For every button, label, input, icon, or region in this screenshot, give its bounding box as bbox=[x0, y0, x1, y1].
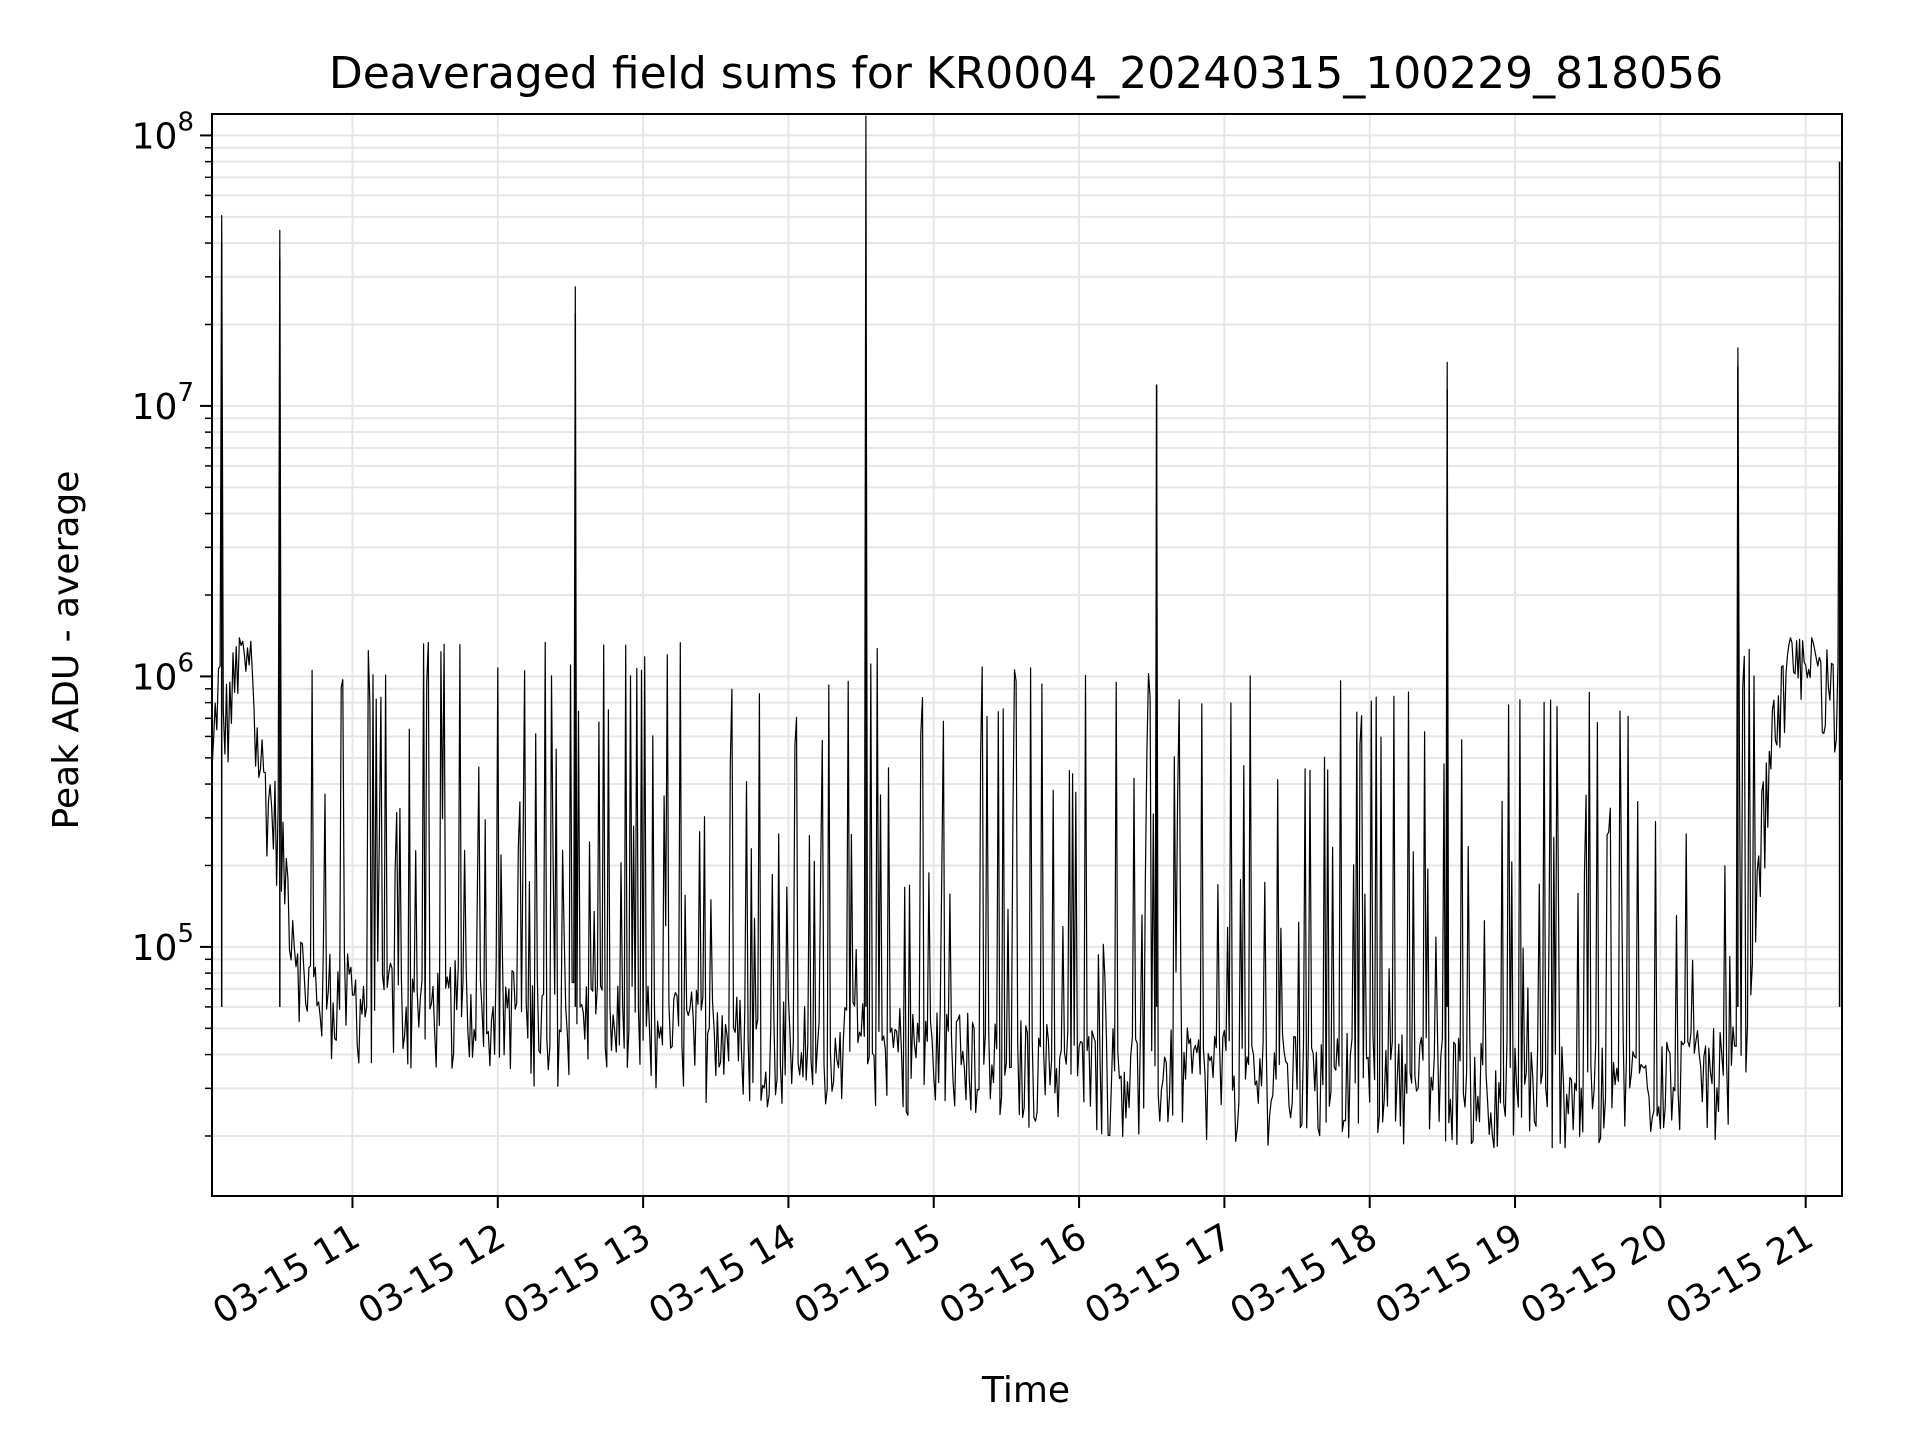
y-tick-label: 105 bbox=[132, 919, 194, 969]
axes-frame bbox=[211, 113, 1843, 1197]
y-tick-label: 106 bbox=[132, 648, 194, 698]
series-line bbox=[211, 115, 1843, 1149]
x-axis-label: Time bbox=[981, 1370, 1070, 1411]
y-axis-label: Peak ADU - average bbox=[46, 471, 87, 830]
plot-line bbox=[211, 115, 1843, 1149]
chart-title: Deaveraged field sums for KR0004_2024031… bbox=[329, 48, 1723, 99]
y-tick-label: 107 bbox=[132, 378, 194, 428]
grid bbox=[212, 114, 1842, 1196]
y-tick-label: 108 bbox=[132, 107, 194, 157]
y-ticks: 105 106 107 108 bbox=[132, 107, 212, 1137]
